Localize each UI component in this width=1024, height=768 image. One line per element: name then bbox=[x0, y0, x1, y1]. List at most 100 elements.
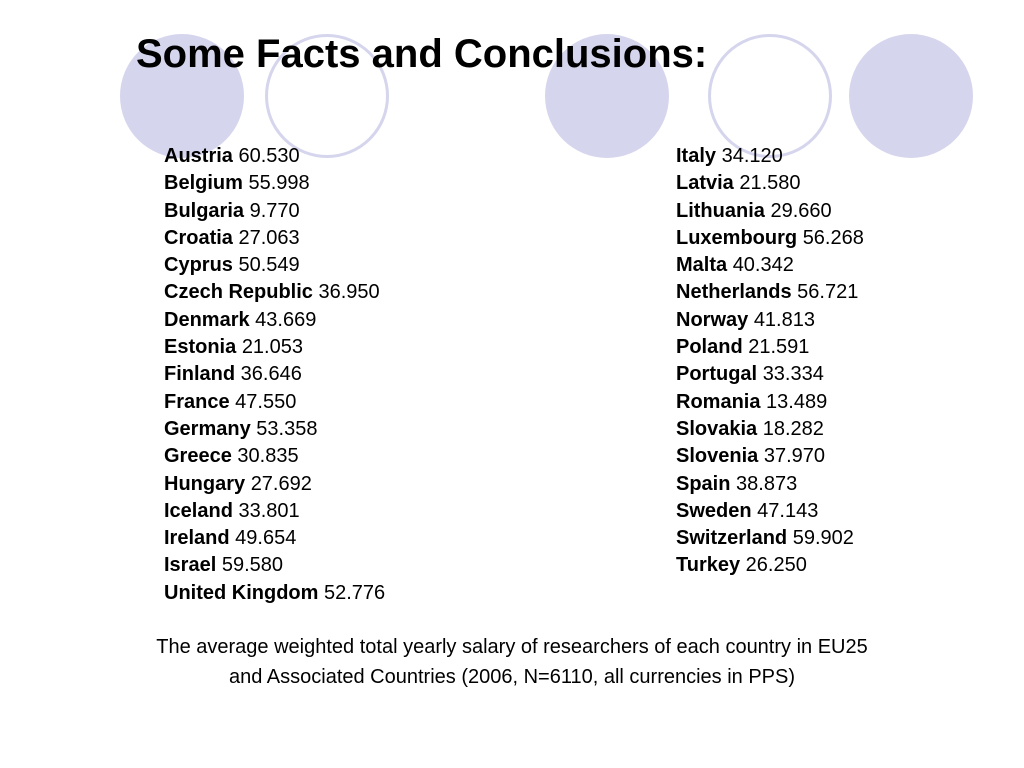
country-name: Switzerland bbox=[676, 527, 788, 550]
country-name: Austria bbox=[164, 145, 233, 167]
salary-value: 59.902 bbox=[792, 527, 854, 550]
country-name: Turkey bbox=[676, 554, 741, 577]
country-name: Luxembourg bbox=[676, 226, 798, 249]
country-name: Hungary bbox=[164, 472, 246, 495]
decorative-circle-filled bbox=[545, 34, 669, 158]
country-row: Lithuania 29.660 bbox=[676, 198, 864, 225]
salary-value: 21.580 bbox=[739, 172, 801, 195]
salary-value: 41.813 bbox=[753, 308, 815, 331]
salary-value: 36.646 bbox=[240, 363, 302, 386]
country-row: Spain 38.873 bbox=[676, 471, 864, 498]
country-row: Austria 60.530 bbox=[164, 143, 385, 170]
salary-value: 29.660 bbox=[770, 199, 832, 222]
country-name: Czech Republic bbox=[164, 281, 313, 304]
salary-value: 13.489 bbox=[766, 390, 828, 413]
salary-value: 27.692 bbox=[250, 472, 312, 495]
salary-value: 43.669 bbox=[255, 308, 317, 331]
salary-value: 56.268 bbox=[802, 226, 864, 249]
country-row: Iceland 33.801 bbox=[164, 498, 385, 525]
salary-value: 53.358 bbox=[256, 417, 318, 440]
country-name: Bulgaria bbox=[164, 199, 245, 222]
country-name: Cyprus bbox=[164, 254, 233, 277]
salary-value: 52.776 bbox=[324, 581, 386, 604]
country-name: Belgium bbox=[164, 172, 243, 195]
salary-value: 33.801 bbox=[238, 499, 300, 522]
country-name: Norway bbox=[676, 308, 749, 331]
salary-value: 37.970 bbox=[763, 445, 825, 468]
country-row: Estonia 21.053 bbox=[164, 334, 385, 361]
caption-line-2: and Associated Countries (2006, N=6110, … bbox=[228, 666, 796, 688]
country-row: Portugal 33.334 bbox=[676, 361, 864, 388]
salary-value: 55.998 bbox=[248, 172, 310, 195]
salary-value: 27.063 bbox=[238, 226, 300, 249]
country-name: Malta bbox=[676, 254, 728, 277]
country-row: Romania 13.489 bbox=[676, 389, 864, 416]
salary-value: 9.770 bbox=[249, 199, 300, 222]
country-row: Turkey 26.250 bbox=[676, 552, 864, 579]
country-name: Germany bbox=[164, 417, 251, 440]
country-name: Finland bbox=[164, 363, 236, 386]
country-row: Germany 53.358 bbox=[164, 416, 385, 443]
country-row: Bulgaria 9.770 bbox=[164, 198, 385, 225]
country-row: Sweden 47.143 bbox=[676, 498, 864, 525]
country-name: Slovenia bbox=[676, 445, 759, 468]
country-row: Belgium 55.998 bbox=[164, 170, 385, 197]
country-row: Cyprus 50.549 bbox=[164, 252, 385, 279]
slide-title: Some Facts and Conclusions: bbox=[136, 32, 708, 76]
country-list-right: Italy 34.120 Latvia 21.580 Lithuania 29.66… bbox=[676, 143, 864, 580]
country-row: Hungary 27.692 bbox=[164, 471, 385, 498]
salary-value: 26.250 bbox=[745, 554, 807, 577]
salary-value: 34.120 bbox=[721, 145, 783, 167]
country-name: Portugal bbox=[676, 363, 758, 386]
slide-caption: The average weighted total yearly salary… bbox=[60, 632, 964, 692]
country-name: Netherlands bbox=[676, 281, 792, 304]
country-row: Poland 21.591 bbox=[676, 334, 864, 361]
decorative-circle-outline bbox=[708, 34, 832, 158]
salary-value: 18.282 bbox=[762, 417, 824, 440]
country-name: Romania bbox=[676, 390, 761, 413]
salary-value: 36.950 bbox=[318, 281, 380, 304]
country-name: Iceland bbox=[164, 499, 233, 522]
country-row: France 47.550 bbox=[164, 389, 385, 416]
country-name: Ireland bbox=[164, 527, 230, 550]
salary-value: 59.580 bbox=[221, 554, 283, 577]
country-row: Luxembourg 56.268 bbox=[676, 225, 864, 252]
country-name: Israel bbox=[164, 554, 217, 577]
country-row: Netherlands 56.721 bbox=[676, 279, 864, 306]
salary-value: 38.873 bbox=[736, 472, 798, 495]
country-row: Greece 30.835 bbox=[164, 443, 385, 470]
country-row: Finland 36.646 bbox=[164, 361, 385, 388]
salary-value: 49.654 bbox=[235, 527, 297, 550]
country-name: France bbox=[164, 390, 230, 413]
salary-value: 56.721 bbox=[797, 281, 859, 304]
country-row: Ireland 49.654 bbox=[164, 525, 385, 552]
country-name: Sweden bbox=[676, 499, 752, 522]
country-name: Latvia bbox=[676, 172, 734, 195]
country-row: United Kingdom 52.776 bbox=[164, 580, 385, 607]
country-row: Italy 34.120 bbox=[676, 143, 864, 170]
salary-value: 60.530 bbox=[238, 145, 300, 167]
country-name: Estonia bbox=[164, 336, 237, 359]
salary-value: 21.591 bbox=[748, 336, 810, 359]
country-name: Denmark bbox=[164, 308, 250, 331]
country-row: Denmark 43.669 bbox=[164, 307, 385, 334]
country-name: Lithuania bbox=[676, 199, 765, 222]
country-row: Switzerland 59.902 bbox=[676, 525, 864, 552]
salary-value: 40.342 bbox=[732, 254, 794, 277]
country-name: United Kingdom bbox=[164, 581, 319, 604]
decorative-circle-filled bbox=[120, 34, 244, 158]
country-name: Poland bbox=[676, 336, 743, 359]
country-list-left: Austria 60.530 Belgium 55.998 Bulgaria 9.7… bbox=[164, 143, 385, 607]
country-name: Spain bbox=[676, 472, 731, 495]
salary-value: 50.549 bbox=[238, 254, 300, 277]
country-row: Malta 40.342 bbox=[676, 252, 864, 279]
salary-value: 21.053 bbox=[241, 336, 303, 359]
salary-value: 47.143 bbox=[757, 499, 819, 522]
country-name: Croatia bbox=[164, 226, 233, 249]
country-row: Latvia 21.580 bbox=[676, 170, 864, 197]
country-row: Croatia 27.063 bbox=[164, 225, 385, 252]
country-row: Czech Republic 36.950 bbox=[164, 279, 385, 306]
country-row: Slovenia 37.970 bbox=[676, 443, 864, 470]
country-name: Italy bbox=[676, 145, 717, 167]
country-row: Israel 59.580 bbox=[164, 552, 385, 579]
